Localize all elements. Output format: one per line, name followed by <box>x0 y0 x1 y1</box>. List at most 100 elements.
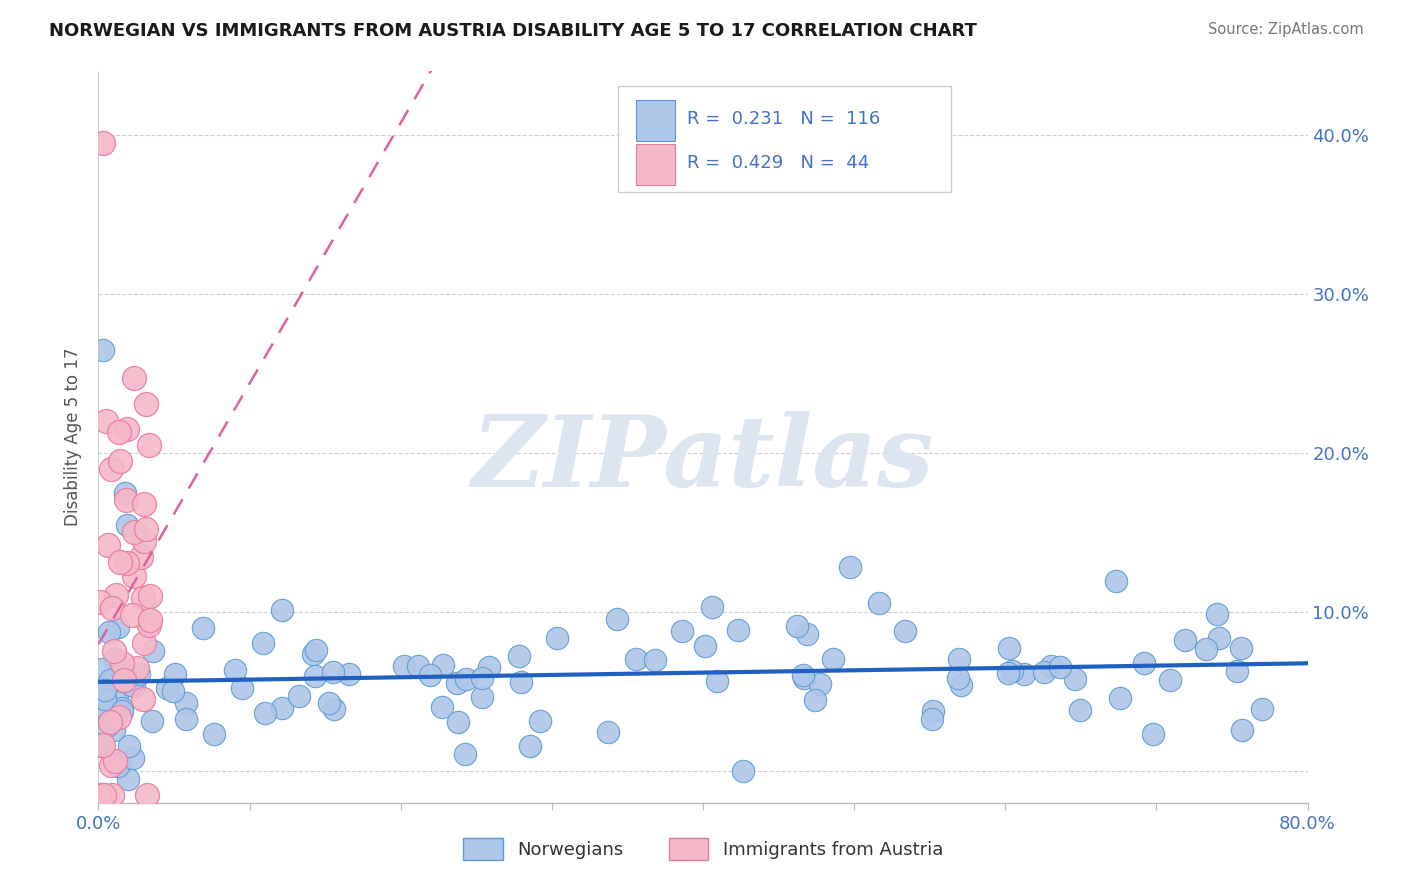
Point <box>471 672 494 686</box>
Point <box>644 652 666 666</box>
Point <box>803 692 825 706</box>
Point <box>174 712 197 726</box>
Point <box>89 594 111 608</box>
Point <box>693 639 716 653</box>
Point <box>108 555 131 569</box>
Point <box>127 661 149 675</box>
Point <box>103 723 125 737</box>
Point <box>1108 691 1130 706</box>
Point <box>108 454 131 468</box>
Point <box>98 673 121 688</box>
Point <box>823 651 845 665</box>
Point <box>101 601 124 615</box>
Point <box>91 788 114 802</box>
Point <box>706 674 728 689</box>
Point <box>1142 727 1164 741</box>
Point <box>103 644 125 658</box>
Point <box>91 136 114 150</box>
Point <box>115 492 138 507</box>
Point <box>129 549 152 564</box>
Point <box>921 712 943 726</box>
Point <box>304 669 326 683</box>
Point <box>1251 702 1274 716</box>
Point <box>93 788 115 802</box>
Point <box>271 701 294 715</box>
Point <box>139 613 162 627</box>
Point <box>122 568 145 582</box>
Point <box>98 624 121 639</box>
Point <box>103 652 125 666</box>
Point <box>122 370 145 384</box>
Point <box>1159 673 1181 687</box>
Point <box>1012 667 1035 681</box>
Point <box>454 747 477 762</box>
Point <box>252 635 274 649</box>
Point <box>111 701 134 715</box>
Point <box>446 675 468 690</box>
Point <box>138 438 160 452</box>
Point <box>477 660 499 674</box>
Point <box>91 661 114 675</box>
Point <box>122 679 145 693</box>
Point <box>135 522 157 536</box>
Point <box>115 556 138 570</box>
Point <box>89 702 111 716</box>
Point <box>1064 672 1087 686</box>
Point <box>135 788 157 802</box>
FancyBboxPatch shape <box>619 86 950 192</box>
Point <box>91 343 114 357</box>
Point <box>132 591 155 605</box>
Point <box>128 667 150 681</box>
Point <box>90 739 112 754</box>
FancyBboxPatch shape <box>637 144 675 185</box>
Point <box>271 603 294 617</box>
Point <box>135 397 157 411</box>
Point <box>408 659 430 673</box>
Point <box>671 624 693 638</box>
Point <box>322 702 344 716</box>
Point <box>998 640 1021 655</box>
Point <box>839 560 862 574</box>
Point <box>107 425 129 439</box>
Point <box>139 589 162 603</box>
Point <box>112 673 135 687</box>
Point <box>231 681 253 696</box>
Point <box>98 715 121 730</box>
Point <box>430 700 453 714</box>
Point <box>786 619 808 633</box>
Point <box>1208 631 1230 645</box>
FancyBboxPatch shape <box>637 100 675 141</box>
Point <box>89 701 111 715</box>
Text: ZIPatlas: ZIPatlas <box>472 411 934 508</box>
Point <box>596 725 619 739</box>
Point <box>471 690 494 705</box>
Point <box>93 692 115 706</box>
Point <box>224 663 246 677</box>
Point <box>100 757 122 772</box>
Point <box>392 658 415 673</box>
Point <box>114 485 136 500</box>
Point <box>624 652 647 666</box>
Point <box>1001 665 1024 679</box>
Point <box>141 714 163 728</box>
Point <box>432 658 454 673</box>
Point <box>111 674 134 689</box>
Point <box>950 678 973 692</box>
Point <box>1049 660 1071 674</box>
Point <box>946 671 969 685</box>
Point <box>454 673 477 687</box>
Point <box>508 648 530 663</box>
Point <box>446 715 468 730</box>
Point <box>1226 664 1249 678</box>
Point <box>122 524 145 539</box>
Point <box>1033 665 1056 679</box>
Point <box>808 677 831 691</box>
Point <box>134 497 156 511</box>
Point <box>1105 574 1128 588</box>
Point <box>121 608 143 623</box>
Point <box>322 665 344 679</box>
Point <box>793 671 815 685</box>
Point <box>337 667 360 681</box>
Text: R =  0.429   N =  44: R = 0.429 N = 44 <box>688 153 869 172</box>
Point <box>165 667 187 681</box>
